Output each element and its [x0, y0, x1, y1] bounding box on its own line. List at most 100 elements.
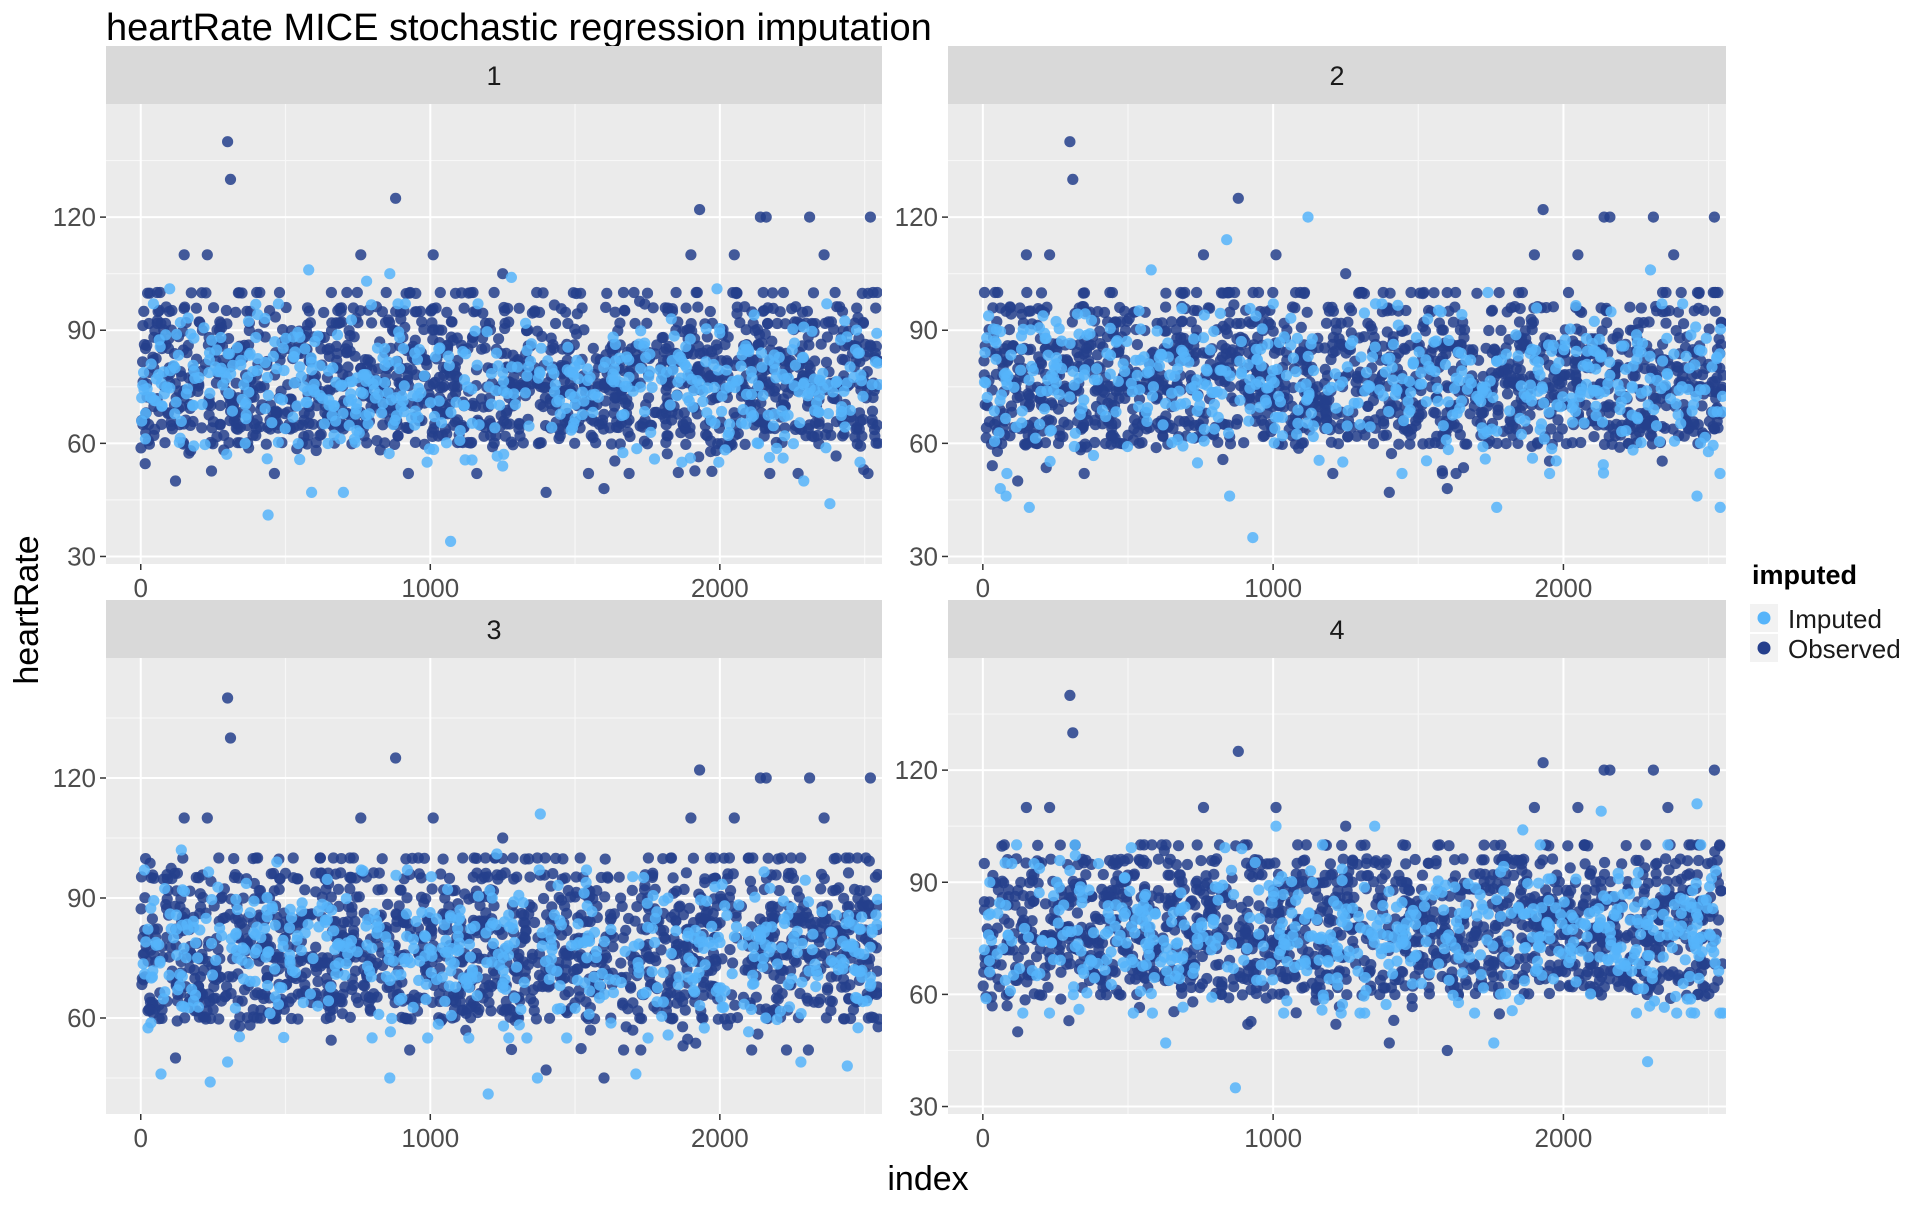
- observed-point: [1495, 325, 1506, 336]
- observed-point: [1509, 301, 1520, 312]
- observed-point: [1679, 431, 1690, 442]
- imputed-point: [711, 283, 722, 294]
- observed-point: [1442, 483, 1453, 494]
- imputed-point: [1176, 303, 1187, 314]
- imputed-point: [1135, 323, 1146, 334]
- observed-point: [405, 287, 416, 298]
- observed-point: [681, 303, 692, 314]
- x-tick-label: 0: [134, 573, 148, 603]
- imputed-point: [565, 389, 576, 400]
- observed-point: [140, 458, 151, 469]
- observed-point: [624, 468, 635, 479]
- observed-point: [830, 885, 841, 896]
- imputed-point: [720, 444, 731, 455]
- imputed-point: [422, 457, 433, 468]
- observed-point: [618, 932, 629, 943]
- observed-point: [872, 420, 883, 431]
- observed-point: [1299, 287, 1310, 298]
- observed-point: [600, 302, 611, 313]
- imputed-point: [294, 361, 305, 372]
- imputed-point: [526, 338, 537, 349]
- imputed-point: [1632, 337, 1643, 348]
- observed-point: [179, 249, 190, 260]
- imputed-point: [520, 318, 531, 329]
- imputed-point: [137, 380, 148, 391]
- observed-point: [575, 852, 586, 863]
- y-tick-label: 120: [53, 763, 96, 793]
- observed-point: [826, 316, 837, 327]
- imputed-point: [1529, 355, 1540, 366]
- imputed-point: [1092, 374, 1103, 385]
- imputed-point: [1199, 310, 1210, 321]
- observed-point: [459, 888, 470, 899]
- observed-point: [1657, 456, 1668, 467]
- imputed-point: [204, 347, 215, 358]
- observed-point: [1428, 287, 1439, 298]
- observed-point: [838, 893, 849, 904]
- imputed-point: [1440, 359, 1451, 370]
- observed-point: [1461, 439, 1472, 450]
- imputed-point: [1618, 340, 1629, 351]
- imputed-point: [1308, 365, 1319, 376]
- observed-point: [1417, 288, 1428, 299]
- observed-point: [586, 430, 597, 441]
- imputed-point: [1393, 320, 1404, 331]
- imputed-point: [303, 264, 314, 275]
- observed-point: [820, 429, 831, 440]
- observed-point: [531, 287, 542, 298]
- imputed-point: [1480, 453, 1491, 464]
- observed-point: [1398, 343, 1409, 354]
- imputed-point: [1390, 389, 1401, 400]
- imputed-point: [243, 316, 254, 327]
- imputed-point: [1308, 431, 1319, 442]
- y-tick-label: 30: [67, 541, 96, 571]
- observed-point: [1253, 287, 1264, 298]
- imputed-point: [1605, 306, 1616, 317]
- imputed-point: [1570, 300, 1581, 311]
- observed-point: [222, 136, 233, 147]
- observed-point: [191, 303, 202, 314]
- observed-point: [834, 301, 845, 312]
- imputed-point: [872, 358, 883, 369]
- observed-point: [1668, 249, 1679, 260]
- imputed-point: [635, 363, 646, 374]
- observed-point: [322, 344, 333, 355]
- observed-point: [426, 317, 437, 328]
- observed-point: [1548, 301, 1559, 312]
- imputed-point: [1135, 354, 1146, 365]
- x-tick-label: 1000: [401, 573, 459, 603]
- imputed-point: [1331, 403, 1342, 414]
- observed-point: [1108, 430, 1119, 441]
- observed-point: [390, 193, 401, 204]
- imputed-point: [169, 408, 180, 419]
- imputed-point: [1432, 383, 1443, 394]
- observed-point: [1405, 430, 1416, 441]
- observed-point: [740, 439, 751, 450]
- observed-point: [1688, 416, 1699, 427]
- observed-point: [651, 339, 662, 350]
- observed-point: [1386, 448, 1397, 459]
- imputed-point: [803, 388, 814, 399]
- imputed-point: [836, 406, 847, 417]
- imputed-point: [640, 352, 651, 363]
- imputed-point: [1656, 298, 1667, 309]
- imputed-point: [472, 298, 483, 309]
- observed-point: [752, 324, 763, 335]
- imputed-point: [1291, 366, 1302, 377]
- imputed-point: [1717, 391, 1728, 402]
- imputed-point: [1322, 423, 1333, 434]
- observed-point: [857, 288, 868, 299]
- imputed-point: [400, 298, 411, 309]
- imputed-point: [277, 394, 288, 405]
- imputed-point: [1387, 375, 1398, 386]
- imputed-point: [1594, 334, 1605, 345]
- x-tick-label: 2000: [691, 1123, 749, 1153]
- observed-point: [1393, 439, 1404, 450]
- imputed-point: [856, 375, 867, 386]
- imputed-point: [1689, 359, 1700, 370]
- imputed-point: [445, 536, 456, 547]
- imputed-point: [1669, 436, 1680, 447]
- imputed-point: [1183, 357, 1194, 368]
- imputed-point: [780, 373, 791, 384]
- observed-point: [809, 355, 820, 366]
